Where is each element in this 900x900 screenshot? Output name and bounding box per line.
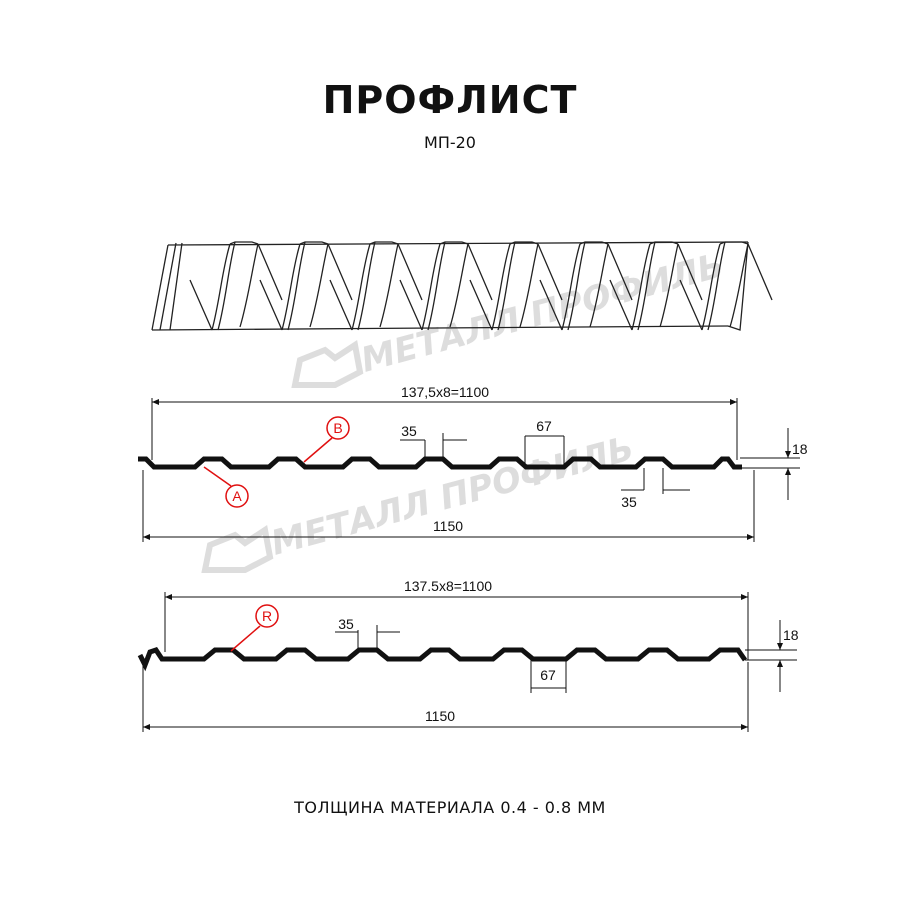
sheet-3d-line: [519, 243, 539, 328]
callout-a-label: A: [232, 488, 242, 504]
sheet-3d-line: [329, 243, 423, 331]
sheet-3d-line: [399, 243, 493, 331]
trough-dim-label: 67: [540, 667, 556, 683]
sheet-3d-line: [679, 243, 773, 331]
sheet-3d-line: [649, 241, 679, 245]
page-subtitle: МП-20: [424, 133, 476, 152]
height-dim-label: 18: [792, 441, 808, 457]
width-dim-label: 1150: [433, 518, 463, 534]
height-dim-label: 18: [783, 627, 799, 643]
svg-text:МЕТАЛЛ ПРОФИЛЬ: МЕТАЛЛ ПРОФИЛЬ: [357, 245, 728, 380]
sheet-3d-line: [659, 243, 679, 328]
sheet-3d-line: [729, 243, 749, 328]
sheet-3d-line: [299, 241, 329, 245]
sheet-3d-line: [497, 241, 516, 331]
sheet-3d-line: [217, 241, 236, 331]
profile-2: 137.5x8=1100 1150 18 35 67 R: [137, 578, 799, 732]
callout-r-label: R: [262, 608, 272, 624]
watermark-2: МЕТАЛЛ ПРОФИЛЬ: [201, 428, 638, 573]
callout-r: [255, 604, 279, 628]
width-dim-label: 1150: [425, 708, 455, 724]
sheet-3d-line: [579, 241, 609, 245]
sheet-3d-line: [421, 243, 441, 331]
pitch-dim-label: 137,5x8=1100: [401, 384, 489, 400]
sheet-3d-illustration: [151, 241, 773, 331]
sheet-3d-line: [631, 243, 651, 331]
sheet-3d-line: [169, 242, 183, 331]
crest-dim-label: 35: [401, 423, 417, 439]
sheet-3d-line: [281, 243, 301, 331]
sheet-3d-line: [589, 243, 609, 328]
sheet-3d-line: [167, 241, 749, 246]
sheet-3d-line: [287, 241, 306, 331]
sheet-3d-line: [427, 241, 446, 331]
sheet-3d-line: [159, 242, 177, 331]
material-thickness-note: ТОЛЩИНА МАТЕРИАЛА 0.4 - 0.8 ММ: [294, 798, 606, 817]
sheet-3d-line: [351, 243, 371, 331]
sheet-3d-line: [509, 241, 539, 245]
sheet-3d-line: [229, 241, 259, 245]
sheet-3d-line: [379, 243, 399, 328]
sheet-3d-line: [707, 241, 726, 331]
sheet-3d-line: [151, 325, 729, 331]
callout-b-label: B: [333, 420, 342, 436]
callout-b: [326, 416, 350, 440]
pitch-dim-label: 137.5x8=1100: [404, 578, 492, 594]
page-title: ПРОФЛИСТ: [322, 78, 578, 122]
profile-2-section: [137, 647, 748, 672]
profile-1: 137,5x8=1100 1150 18 35 67 35 A B: [138, 384, 808, 542]
sheet-3d-line: [151, 244, 169, 331]
svg-text:МЕТАЛЛ ПРОФИЛЬ: МЕТАЛЛ ПРОФИЛЬ: [267, 428, 638, 563]
sheet-3d-line: [567, 241, 586, 331]
sheet-3d-line: [561, 243, 581, 331]
sheet-3d-line: [357, 241, 376, 331]
sheet-3d-line: [211, 243, 231, 331]
sheet-3d-line: [439, 241, 469, 245]
sheet-3d-line: [609, 243, 703, 331]
sheet-3d-line: [539, 243, 633, 331]
sheet-3d-line: [701, 243, 721, 331]
sheet-3d-line: [239, 243, 259, 328]
callout-a: [225, 484, 249, 508]
trough-dim-label: 67: [536, 418, 552, 434]
crest-dim-label-2: 35: [621, 494, 637, 510]
sheet-3d-line: [637, 241, 656, 331]
sheet-3d-line: [449, 243, 469, 328]
sheet-3d-line: [719, 241, 749, 245]
sheet-3d-line: [259, 243, 353, 331]
sheet-3d-line: [469, 243, 563, 331]
profile-1-section: [138, 456, 742, 470]
sheet-3d-line: [189, 243, 283, 331]
crest-dim-label: 35: [338, 616, 354, 632]
sheet-3d-line: [309, 243, 329, 328]
sheet-3d-line: [727, 241, 749, 331]
sheet-3d-line: [491, 243, 511, 331]
sheet-3d-line: [369, 241, 399, 245]
